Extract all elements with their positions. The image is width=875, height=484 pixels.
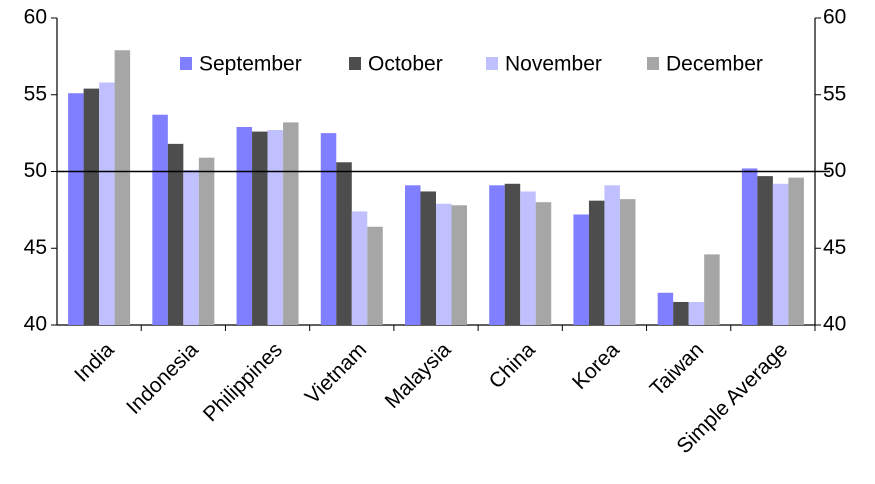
- y-tick-label: 55: [24, 82, 47, 105]
- legend-label: December: [666, 53, 763, 76]
- bar: [367, 226, 383, 325]
- bar: [619, 199, 636, 325]
- bar: [152, 114, 168, 325]
- x-tick-label: India: [70, 338, 119, 387]
- bar: [657, 292, 674, 325]
- x-tick-label: Vietnam: [301, 338, 371, 408]
- bar: [183, 169, 199, 325]
- legend-label: November: [505, 53, 602, 76]
- bar: [252, 131, 268, 325]
- bar: [451, 205, 467, 325]
- bar: [99, 82, 115, 325]
- bar: [604, 185, 620, 325]
- y-tick-label: 45: [24, 236, 47, 259]
- bar: [83, 88, 100, 325]
- x-tick-label: Malaysia: [381, 338, 456, 413]
- bar: [504, 183, 521, 325]
- bar: [704, 254, 720, 325]
- y2-tick-label: 40: [823, 313, 846, 336]
- bar: [320, 133, 337, 325]
- bar: [198, 157, 215, 325]
- bar: [267, 130, 284, 325]
- bar: [167, 143, 184, 325]
- bar: [436, 203, 452, 325]
- y2-tick-label: 50: [823, 159, 846, 182]
- x-tick-label: Korea: [568, 338, 624, 394]
- legend-swatch: [180, 57, 192, 70]
- bar: [336, 162, 352, 325]
- y2-tick-label: 55: [823, 82, 846, 105]
- y-tick-label: 60: [24, 6, 47, 29]
- x-tick-label: Philippines: [199, 338, 287, 426]
- bar: [520, 191, 536, 325]
- x-tick-label: China: [485, 338, 540, 393]
- bar: [405, 185, 421, 325]
- bar: [489, 185, 505, 325]
- bar: [673, 301, 689, 325]
- bar: [420, 191, 436, 325]
- legend-label: September: [199, 53, 302, 76]
- y2-tick-label: 60: [823, 6, 846, 29]
- legend-label: October: [368, 53, 443, 76]
- bar: [688, 301, 705, 325]
- bar: [283, 122, 299, 325]
- bar: [757, 176, 773, 325]
- y-tick-label: 50: [24, 159, 47, 182]
- x-tick-label: Indonesia: [122, 338, 203, 419]
- bar: [535, 202, 552, 325]
- y2-tick-label: 45: [823, 236, 846, 259]
- bar: [114, 50, 131, 326]
- bar: [68, 93, 84, 325]
- bar: [772, 183, 789, 325]
- bar: [741, 168, 758, 325]
- legend-swatch: [349, 57, 361, 70]
- bar: [351, 211, 368, 325]
- y-tick-label: 40: [24, 313, 47, 336]
- bar: [588, 200, 605, 325]
- bar: [236, 126, 253, 325]
- bar: [788, 177, 804, 325]
- legend-swatch: [647, 57, 659, 70]
- bar: [573, 214, 589, 325]
- x-tick-label: Taiwan: [646, 338, 708, 400]
- legend-swatch: [486, 57, 498, 70]
